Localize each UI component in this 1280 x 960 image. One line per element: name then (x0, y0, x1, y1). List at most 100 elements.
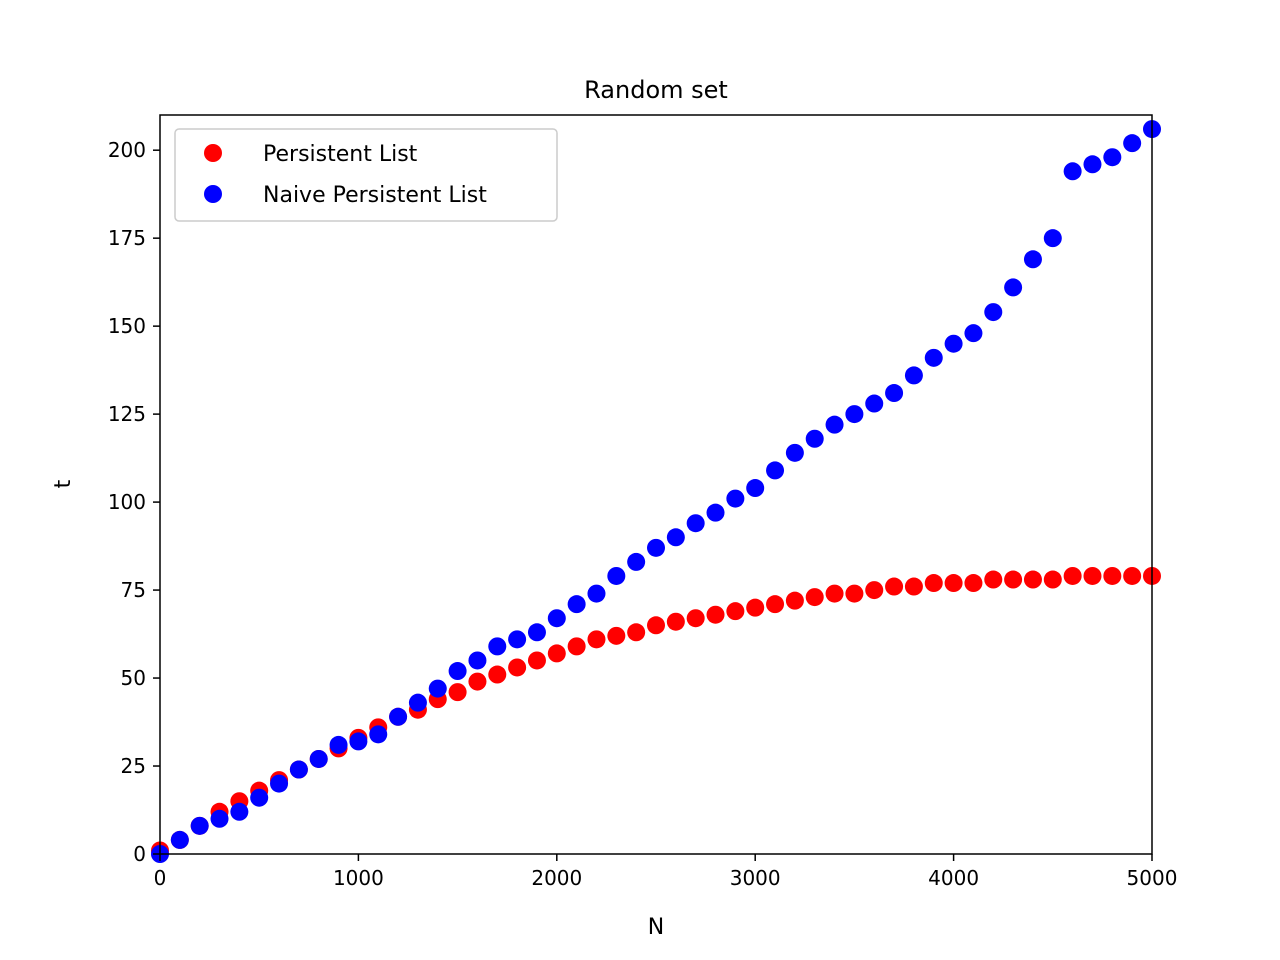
point-persistent-list (488, 665, 507, 684)
point-persistent-list (607, 626, 626, 645)
y-tick-label: 75 (121, 578, 146, 602)
point-persistent-list (1083, 566, 1102, 585)
point-naive-persistent-list (349, 732, 368, 751)
point-naive-persistent-list (706, 503, 725, 522)
x-tick-label: 1000 (333, 866, 384, 890)
point-naive-persistent-list (547, 609, 566, 628)
point-persistent-list (964, 574, 983, 593)
point-persistent-list (547, 644, 566, 663)
point-naive-persistent-list (1123, 134, 1142, 153)
y-tick-label: 25 (121, 754, 146, 778)
point-naive-persistent-list (1103, 148, 1122, 167)
point-persistent-list (984, 570, 1003, 589)
y-tick-label: 50 (121, 666, 146, 690)
point-naive-persistent-list (984, 303, 1003, 322)
point-persistent-list (1004, 570, 1023, 589)
point-naive-persistent-list (448, 662, 467, 681)
point-naive-persistent-list (329, 735, 348, 754)
point-naive-persistent-list (746, 479, 765, 498)
point-naive-persistent-list (865, 394, 884, 413)
point-persistent-list (924, 574, 943, 593)
point-naive-persistent-list (1083, 155, 1102, 174)
point-persistent-list (686, 609, 705, 628)
point-naive-persistent-list (904, 366, 923, 385)
point-persistent-list (1063, 566, 1082, 585)
point-naive-persistent-list (408, 693, 427, 712)
point-naive-persistent-list (964, 324, 983, 343)
x-axis-ticks: 0 1000 2000 3000 4000 5000 (154, 854, 1177, 890)
point-persistent-list (904, 577, 923, 596)
y-tick-label: 100 (108, 490, 146, 514)
legend-marker-persistent-list (204, 144, 222, 162)
point-persistent-list (508, 658, 527, 677)
point-naive-persistent-list (924, 348, 943, 367)
point-naive-persistent-list (726, 489, 745, 508)
point-naive-persistent-list (309, 749, 328, 768)
point-persistent-list (468, 672, 487, 691)
point-naive-persistent-list (508, 630, 527, 649)
point-naive-persistent-list (488, 637, 507, 656)
point-persistent-list (726, 602, 745, 621)
legend: Persistent List Naive Persistent List (174, 128, 558, 222)
legend-label-naive-persistent-list: Naive Persistent List (263, 183, 487, 208)
point-persistent-list (1123, 566, 1142, 585)
point-persistent-list (627, 623, 646, 642)
y-axis-ticks: 0 25 50 75 100 125 150 175 200 (108, 138, 160, 866)
point-naive-persistent-list (230, 802, 249, 821)
point-naive-persistent-list (190, 816, 209, 835)
point-persistent-list (845, 584, 864, 603)
point-naive-persistent-list (825, 415, 844, 434)
point-persistent-list (647, 616, 665, 635)
point-persistent-list (766, 595, 785, 614)
point-naive-persistent-list (369, 725, 388, 744)
point-persistent-list (885, 577, 904, 596)
y-tick-label: 200 (108, 138, 146, 162)
point-naive-persistent-list (686, 514, 705, 533)
point-naive-persistent-list (805, 429, 824, 448)
point-naive-persistent-list (250, 788, 269, 807)
y-tick-label: 175 (108, 226, 146, 250)
x-tick-label: 2000 (531, 866, 582, 890)
point-naive-persistent-list (1023, 250, 1042, 269)
plot-background (160, 115, 1152, 854)
point-persistent-list (1043, 570, 1062, 589)
point-persistent-list (825, 584, 844, 603)
point-persistent-list (1103, 566, 1122, 585)
point-persistent-list (666, 612, 685, 631)
point-naive-persistent-list (647, 538, 665, 557)
point-naive-persistent-list (607, 566, 626, 585)
point-naive-persistent-list (389, 707, 408, 726)
legend-marker-naive-persistent-list (204, 185, 222, 203)
point-naive-persistent-list (944, 334, 963, 353)
point-naive-persistent-list (170, 830, 189, 849)
point-persistent-list (1023, 570, 1042, 589)
point-naive-persistent-list (289, 760, 308, 779)
point-persistent-list (785, 591, 804, 610)
y-tick-label: 150 (108, 314, 146, 338)
point-naive-persistent-list (270, 774, 289, 793)
data-points (151, 120, 1161, 863)
y-axis-label: t (51, 479, 76, 488)
point-naive-persistent-list (567, 595, 586, 614)
point-naive-persistent-list (1063, 162, 1082, 181)
point-persistent-list (587, 630, 606, 649)
point-persistent-list (527, 651, 546, 670)
legend-box (174, 128, 558, 222)
point-naive-persistent-list (1043, 229, 1062, 248)
y-tick-label: 0 (133, 842, 146, 866)
chart-title: Random set (584, 76, 728, 104)
point-naive-persistent-list (885, 384, 904, 403)
point-naive-persistent-list (1004, 278, 1023, 297)
point-persistent-list (567, 637, 586, 656)
point-persistent-list (865, 581, 884, 600)
x-tick-label: 4000 (928, 866, 979, 890)
point-naive-persistent-list (587, 584, 606, 603)
point-naive-persistent-list (627, 552, 646, 571)
point-persistent-list (746, 598, 765, 617)
point-naive-persistent-list (766, 461, 785, 480)
point-naive-persistent-list (785, 443, 804, 462)
point-persistent-list (706, 605, 725, 624)
point-persistent-list (805, 588, 824, 607)
point-naive-persistent-list (666, 528, 685, 547)
